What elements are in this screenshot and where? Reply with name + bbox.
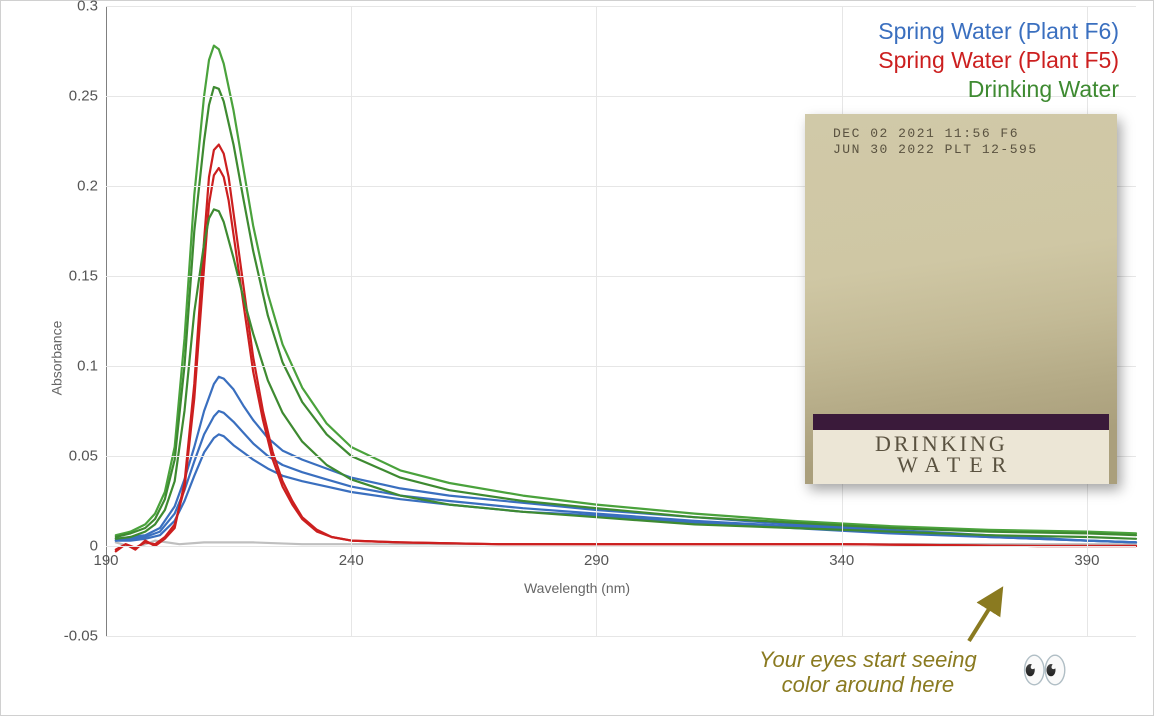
y-tick-label: 0.15 <box>69 268 106 285</box>
chart-container: -0.0500.050.10.150.20.250.31902402903403… <box>0 0 1154 716</box>
annotation-line1: Your eyes start seeing <box>759 647 977 672</box>
y-tick-label: 0.1 <box>77 358 106 375</box>
legend-item-drinking: Drinking Water <box>878 75 1119 104</box>
inset-purple-band <box>813 414 1109 430</box>
y-axis-title: Absorbance <box>48 321 64 396</box>
gridline-v <box>596 6 597 636</box>
legend-item-spring-f6: Spring Water (Plant F6) <box>878 17 1119 46</box>
y-tick-label: 0.25 <box>69 88 106 105</box>
eyes-emoji-icon: 👀 <box>1021 649 1068 693</box>
inset-brand-text: DRINKING WATER <box>875 434 1015 476</box>
annotation-arrow-icon <box>961 583 1011 648</box>
gridline-h <box>106 546 1136 547</box>
x-axis-title: Wavelength (nm) <box>524 580 630 596</box>
x-tick-label: 340 <box>829 546 854 569</box>
legend-item-spring-f5: Spring Water (Plant F5) <box>878 46 1119 75</box>
gridline-h <box>106 6 1136 7</box>
inset-photo: DEC 02 2021 11:56 F6 JUN 30 2022 PLT 12-… <box>805 114 1117 484</box>
inset-date-line-2: JUN 30 2022 PLT 12-595 <box>833 142 1038 157</box>
x-tick-label: 240 <box>339 546 364 569</box>
x-tick-label: 190 <box>93 546 118 569</box>
inset-date-line-1: DEC 02 2021 11:56 F6 <box>833 126 1019 141</box>
y-tick-label: 0.05 <box>69 448 106 465</box>
x-tick-label: 290 <box>584 546 609 569</box>
y-tick-label: 0.2 <box>77 178 106 195</box>
x-tick-label: 390 <box>1074 546 1099 569</box>
y-tick-label: -0.05 <box>64 628 106 645</box>
annotation-text: Your eyes start seeing color around here <box>759 647 977 698</box>
annotation-line2: color around here <box>782 672 954 697</box>
inset-brand-line2: WATER <box>897 452 1015 477</box>
y-tick-label: 0.3 <box>77 0 106 15</box>
gridline-v <box>351 6 352 636</box>
legend: Spring Water (Plant F6) Spring Water (Pl… <box>878 17 1119 103</box>
